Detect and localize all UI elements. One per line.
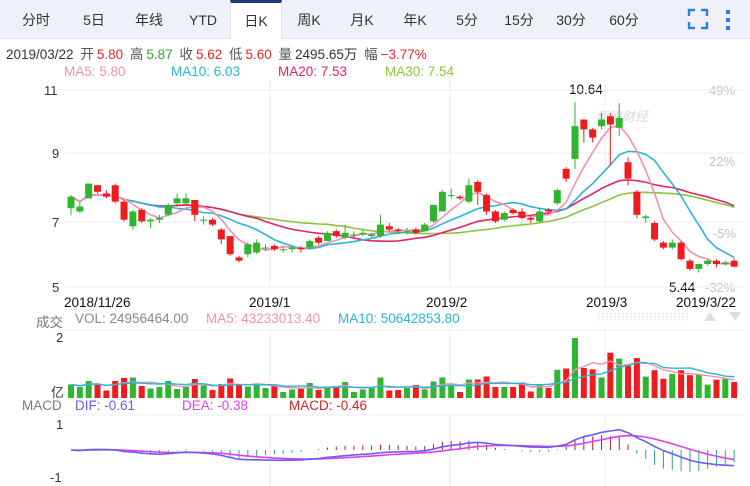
open-value: 5.80: [96, 47, 124, 62]
date-label: 2019/1: [249, 295, 291, 310]
low-value: 5.60: [245, 47, 272, 62]
period-tab-bar: 分时 5日 年线 YTD 日K 周K 月K 年K 5分 15分 30分 60分: [0, 0, 750, 39]
high-value: 5.87: [146, 47, 173, 62]
change-label: 幅: [364, 47, 378, 62]
pct-axis-label: -5%: [713, 226, 737, 241]
price-axis-label: 9: [52, 146, 60, 161]
tab-8[interactable]: 5分: [456, 12, 478, 28]
date-label: 2019/3: [586, 295, 628, 310]
open-label: 开: [80, 47, 94, 62]
vol-ma10: MA10: 50642853.80: [338, 311, 460, 326]
tab-6[interactable]: 月K: [350, 12, 374, 28]
macd-axis-top: 1: [56, 417, 64, 432]
scroll-right-icon[interactable]: [729, 312, 741, 321]
volume-label: 量: [278, 47, 293, 62]
volume-axis-unit: 亿: [51, 385, 65, 400]
macd-dea: DEA: -0.38: [182, 398, 249, 413]
tab-1[interactable]: 5日: [83, 12, 105, 28]
close-label: 收: [179, 47, 193, 62]
tab-5[interactable]: 周K: [297, 12, 321, 28]
tab-9[interactable]: 15分: [504, 12, 534, 28]
ma5-legend: MA5: 5.80: [64, 64, 126, 79]
low-label: 低: [228, 47, 243, 62]
price-axis-label: 7: [52, 215, 60, 230]
ma30-legend: MA30: 7.54: [385, 64, 455, 79]
ma20-legend: MA20: 7.53: [278, 64, 348, 79]
macd-axis-bottom: -1: [50, 470, 62, 485]
volume-title: 成交: [36, 315, 63, 330]
tab-4[interactable]: 日K: [230, 0, 282, 39]
tab-2[interactable]: 年线: [135, 12, 163, 28]
volume-value: 2495.65万: [295, 47, 358, 62]
date-label: 2018/11/26: [64, 295, 131, 310]
change-value: −3.77%: [380, 47, 427, 62]
date-label: 2019/2: [426, 295, 468, 310]
date-label: 2019/3/22: [676, 295, 737, 310]
volume-axis-top: 2: [56, 330, 64, 345]
tab-7[interactable]: 年K: [403, 12, 427, 28]
tab-10[interactable]: 30分: [556, 12, 586, 28]
price-axis-label: 5: [52, 280, 60, 295]
more-vertical-icon[interactable]: [724, 10, 732, 35]
ma10-legend: MA10: 6.03: [171, 64, 241, 79]
close-value: 5.62: [195, 47, 223, 62]
pct-axis-label: 22%: [709, 154, 736, 169]
macd-dif: DIF: -0.61: [75, 398, 136, 413]
fullscreen-icon[interactable]: [687, 8, 709, 35]
macd-value: MACD: -0.46: [289, 398, 368, 413]
quote-info-row: 2019/03/22 开 5.80 高 5.87 收 5.62 低 5.60 量 2495…: [6, 43, 430, 63]
scroll-left-icon[interactable]: [704, 312, 716, 321]
tab-3[interactable]: YTD: [189, 12, 217, 28]
quote-date: 2019/03/22: [6, 47, 74, 62]
high-label: 高: [129, 47, 144, 62]
macd-title: MACD: [22, 398, 62, 413]
price-axis-label: 11: [44, 83, 58, 98]
vol-value: VOL: 24956464.00: [75, 311, 189, 326]
tab-11[interactable]: 60分: [609, 12, 639, 28]
tab-0[interactable]: 分时: [22, 12, 50, 28]
vol-ma5: MA5: 43233013.40: [206, 311, 321, 326]
